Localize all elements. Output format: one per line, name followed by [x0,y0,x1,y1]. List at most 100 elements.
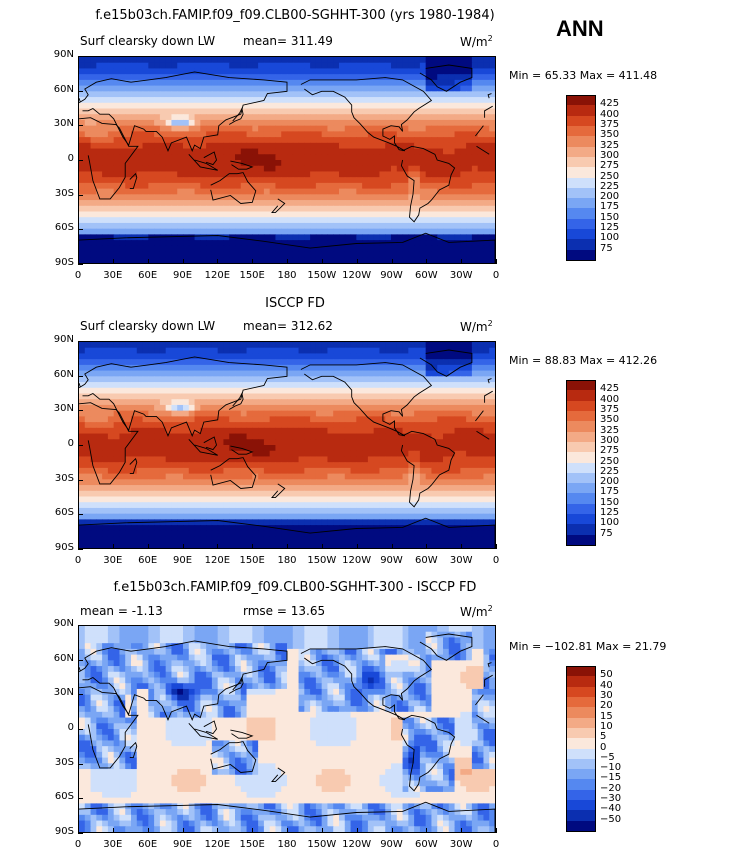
heatmap-cell [223,485,230,492]
heatmap-cell [431,370,438,377]
heatmap-cell [84,519,92,526]
heatmap-cell [240,119,248,127]
heatmap-cell [298,416,305,423]
heatmap-cell [159,490,167,498]
heatmap-cell [223,353,230,360]
heatmap-cell [344,119,352,127]
heatmap-cell [183,68,190,75]
heatmap-cell [275,131,282,138]
heatmap-cell [437,234,444,241]
heatmap-cell [206,62,213,70]
heatmap-cell [269,142,277,150]
heatmap-cell [425,353,433,360]
heatmap-cell [333,353,340,360]
heatmap-cell [471,359,479,366]
heatmap-cell [113,142,121,150]
heatmap-cell [154,450,161,458]
heatmap-cell [217,148,225,155]
heatmap-cell [252,410,259,417]
heatmap-cell [333,205,340,213]
heatmap-cell [425,182,433,190]
heatmap-cell [79,479,86,486]
heatmap-cell [211,456,219,463]
heatmap-cell [252,74,259,81]
heatmap-cell [310,422,317,429]
heatmap-cell [154,131,161,138]
heatmap-cell [402,188,409,195]
heatmap-cell [396,165,404,173]
heatmap-cell [443,205,450,213]
heatmap-cell [148,353,155,360]
heatmap-cell [448,125,456,132]
heatmap-cell [200,347,207,355]
heatmap-cell [448,222,456,230]
heatmap-cell [437,387,444,395]
heatmap-cell [385,57,392,64]
heatmap-cell [367,177,375,184]
heatmap-cell [321,200,329,207]
heatmap-cell [217,108,225,115]
heatmap-cell [223,456,230,463]
heatmap-cell [454,102,461,110]
heatmap-cell [471,131,479,138]
heatmap-cell [107,171,115,178]
heatmap-cell [356,62,363,70]
heatmap-cell [333,62,340,70]
heatmap-cell [223,387,230,395]
heatmap-cell [339,502,346,509]
heatmap-cell [252,154,259,161]
heatmap-cell [425,347,433,355]
heatmap-cell [263,485,271,492]
heatmap-cell [136,359,144,366]
heatmap-cell [298,404,305,412]
heatmap-cell [142,450,149,458]
heatmap-cell [367,399,375,406]
heatmap-cell [385,257,392,263]
heatmap-cell [466,194,473,201]
heatmap-cell [471,251,479,258]
heatmap-cell [165,410,173,417]
heatmap-cell [437,422,444,429]
heatmap-cell [425,177,433,184]
heatmap-cell [165,376,173,383]
heatmap-cell [292,62,300,70]
heatmap-cell [211,479,219,486]
heatmap-cell [408,387,415,395]
heatmap-cell [154,370,161,377]
heatmap-cell [396,148,404,155]
heatmap-cell [396,85,404,92]
heatmap-cell [391,513,398,520]
heatmap-cell [223,445,230,452]
heatmap-cell [402,347,409,355]
heatmap-cell [217,200,225,207]
heatmap-cell [287,382,294,389]
heatmap-cell [414,57,421,64]
heatmap-cell [431,57,438,64]
heatmap-cell [275,160,282,167]
heatmap-cell [287,422,294,429]
heatmap-cell [235,194,242,201]
heatmap-cell [263,502,271,509]
heatmap-cell [454,353,461,360]
heatmap-cell [466,257,473,263]
heatmap-cell [159,240,167,247]
heatmap-cell [96,393,103,400]
heatmap-cell [252,62,259,70]
heatmap-cell [292,399,300,406]
heatmap-cell [385,234,392,241]
heatmap-cell [269,234,277,241]
heatmap-cell [183,160,190,167]
heatmap-cell [327,399,334,406]
heatmap-cell [84,171,92,178]
heatmap-cell [194,62,201,70]
heatmap-cell [327,342,334,349]
heatmap-cell [443,125,450,132]
heatmap-cell [339,182,346,190]
heatmap-cell [206,205,213,213]
heatmap-cell [217,188,225,195]
heatmap-cell [292,479,300,486]
heatmap-cell [177,376,184,383]
heatmap-cell [321,513,329,520]
heatmap-cell [477,433,485,440]
heatmap-cell [119,68,126,75]
